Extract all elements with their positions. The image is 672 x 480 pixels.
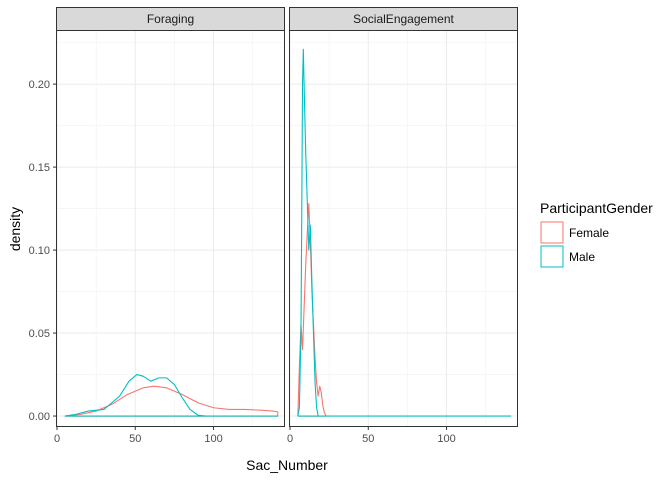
strip-label-socialengagement: SocialEngagement — [353, 12, 454, 26]
series-foraging — [64, 374, 279, 417]
series-socialengagement — [297, 48, 512, 417]
x-axis-title: Sac_Number — [246, 457, 328, 473]
legend-label-female: Female — [569, 226, 609, 240]
y-axis-title: density — [7, 207, 23, 251]
legend-label-male: Male — [569, 250, 595, 264]
y-tick-label: 0.00 — [29, 411, 50, 423]
legend-entries: Female Male — [540, 221, 609, 268]
x-tick-label: 0 — [287, 433, 293, 445]
legend-key-female — [540, 221, 564, 244]
legend: ParticipantGender Female Male — [540, 200, 653, 268]
density-line-male — [297, 48, 512, 417]
panel-background-socialengagement — [289, 30, 518, 427]
strip-label-foraging: Foraging — [147, 12, 194, 26]
y-tick-label: 0.20 — [29, 79, 50, 91]
y-tick-label: 0.05 — [29, 328, 50, 340]
facet-panel-foraging: Foraging 0 50 100 — [54, 7, 285, 445]
x-ticks-socialengagement: 0 50 100 — [287, 426, 456, 445]
x-tick-label: 0 — [54, 433, 60, 445]
facet-panel-socialengagement: SocialEngagement 0 50 100 — [287, 7, 518, 445]
y-axis-ticks: 0.00 0.05 0.10 0.15 0.20 — [29, 79, 57, 423]
x-ticks-foraging: 0 50 100 — [54, 426, 223, 445]
x-tick-label: 100 — [437, 433, 455, 445]
panel-background-foraging — [56, 30, 285, 427]
legend-key-male — [540, 245, 564, 268]
density-line-male — [64, 374, 279, 417]
panel-border-socialengagement — [289, 30, 518, 427]
x-tick-label: 100 — [204, 433, 222, 445]
y-tick-label: 0.10 — [29, 245, 50, 257]
x-tick-label: 50 — [362, 433, 374, 445]
y-tick-label: 0.15 — [29, 162, 50, 174]
x-tick-label: 50 — [129, 433, 141, 445]
panel-border-foraging — [56, 30, 285, 427]
legend-title: ParticipantGender — [540, 200, 653, 216]
